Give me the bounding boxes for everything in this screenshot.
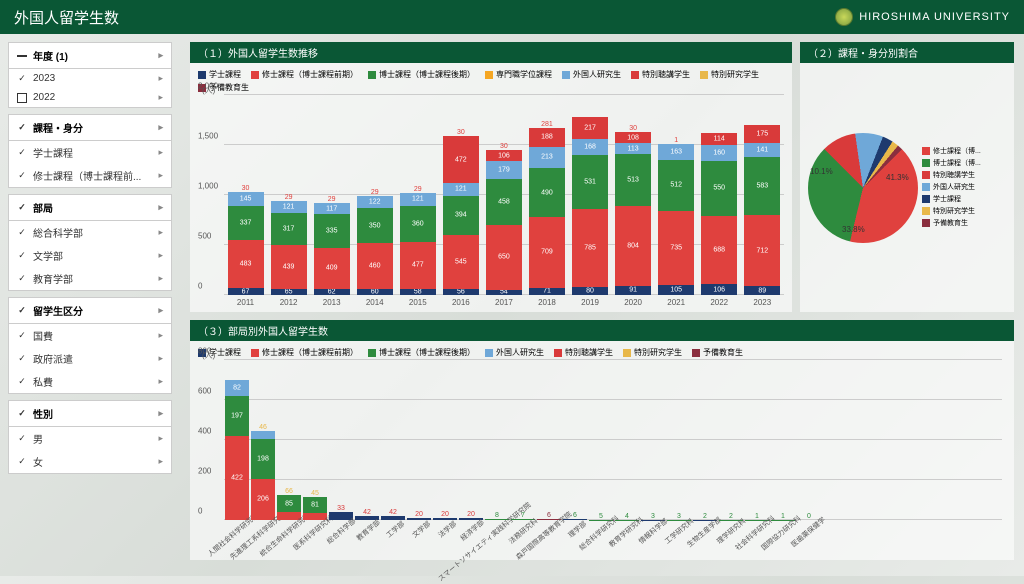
filter-item[interactable]: ✓女▸ [9, 450, 171, 473]
bar[interactable]: 42219782人間社会科学研究科 [225, 380, 249, 520]
filter-group: 年度 (1)▸✓2023▸2022▸ [8, 42, 172, 108]
filter-item[interactable]: ✓2023▸ [9, 69, 171, 88]
bar[interactable]: 20法学部 [433, 518, 457, 520]
filter-head[interactable]: ✓課程・身分▸ [9, 115, 171, 141]
bar[interactable]: 807855311682172019 [572, 117, 608, 295]
stacked-bar-chart: (人) 05001,0001,5002,00067483337145302011… [224, 95, 784, 295]
pie-legend: 修士課程（博... 博士課程（博... 特別聴講学生外国人研究生学士課程特別研究学生… [922, 146, 981, 230]
bar[interactable]: 897125831411752023 [744, 125, 780, 295]
bar[interactable]: 7法務研究科 [511, 519, 535, 520]
bar[interactable]: 6森戸国際高等教育学院 [537, 519, 561, 520]
legend-item[interactable]: 予備教育生 [692, 347, 743, 358]
bar[interactable]: 717094902131882812018 [529, 128, 565, 295]
legend-item[interactable]: 特別研究学生 [922, 206, 981, 216]
filter-group: ✓留学生区分▸✓国費▸✓政府派遣▸✓私費▸ [8, 297, 172, 394]
dept-bar-chart: (人) 020040060080042219782人間社会科学研究科206198… [224, 360, 1002, 520]
filter-item[interactable]: ✓政府派遣▸ [9, 347, 171, 370]
filter-item[interactable]: ✓文学部▸ [9, 244, 171, 267]
university-logo: HIROSHIMA UNIVERSITY [835, 8, 1010, 26]
filter-group: ✓部局▸✓総合科学部▸✓文学部▸✓教育学部▸ [8, 194, 172, 291]
filter-item[interactable]: ✓男▸ [9, 427, 171, 450]
legend-item[interactable]: 外国人研究生 [922, 182, 981, 192]
main: 年度 (1)▸✓2023▸2022▸✓課程・身分▸✓学士課程▸✓修士課程（博士課… [0, 34, 1024, 576]
bar[interactable]: 8145医系科学研究科 [303, 497, 327, 520]
filter-head[interactable]: ✓留学生区分▸ [9, 298, 171, 324]
legend-item[interactable]: 専門職学位課程 [485, 69, 552, 80]
filter-item[interactable]: ✓教育学部▸ [9, 267, 171, 290]
filter-group: ✓課程・身分▸✓学士課程▸✓修士課程（博士課程前...▸ [8, 114, 172, 188]
header: 外国人留学生数 HIROSHIMA UNIVERSITY [0, 0, 1024, 34]
bar[interactable]: 10573551216312021 [658, 144, 694, 295]
bar[interactable]: 20619846先進理工系科学研究科 [251, 431, 275, 520]
legend-item[interactable]: 修士課程（博... [922, 146, 981, 156]
bar[interactable]: 58477360121292015 [400, 193, 436, 295]
filter-head[interactable]: ✓性別▸ [9, 401, 171, 427]
filter-head[interactable]: ✓部局▸ [9, 195, 171, 221]
bar[interactable]: 42工学部 [381, 516, 405, 520]
bar[interactable]: 42教育学部 [355, 516, 379, 520]
bar[interactable]: 60460350122292014 [357, 196, 393, 295]
bar[interactable]: 8566統合生命科学研究科 [277, 495, 301, 520]
legend-item[interactable]: 学士課程 [198, 69, 241, 80]
bar[interactable]: 1066885501601142022 [701, 133, 737, 295]
panel-title: （１）外国人留学生数推移 [190, 42, 792, 63]
panel-trend: （１）外国人留学生数推移 学士課程修士課程（博士課程前期） 博士課程（博士課程後期… [190, 42, 792, 312]
bar[interactable]: 6理学部 [563, 519, 587, 520]
legend-item[interactable]: 博士課程（博士課程後期） [368, 69, 475, 80]
filter-item[interactable]: ✓総合科学部▸ [9, 221, 171, 244]
filter-item[interactable]: ✓修士課程（博士課程前...▸ [9, 164, 171, 187]
bar[interactable]: 91804513113108302020 [615, 132, 651, 295]
content: （１）外国人留学生数推移 学士課程修士課程（博士課程前期）博士課程（博士課程後期… [180, 34, 1024, 576]
page-title: 外国人留学生数 [14, 7, 119, 28]
bar[interactable]: 8スマートソサイエティ実践科学研究院 [485, 519, 509, 520]
legend-item[interactable]: 外国人研究生 [562, 69, 621, 80]
bar[interactable]: 62409335117292013 [314, 203, 350, 295]
legend-item[interactable]: 特別研究学生 [623, 347, 682, 358]
legend-item[interactable]: 学士課程 [922, 194, 981, 204]
legend-item[interactable]: 予備教育生 [922, 218, 981, 228]
legend-item[interactable]: 外国人研究生 [485, 347, 544, 358]
bar[interactable]: 67483337145302011 [228, 192, 264, 295]
sidebar: 年度 (1)▸✓2023▸2022▸✓課程・身分▸✓学士課程▸✓修士課程（博士課… [0, 34, 180, 576]
legend-item[interactable]: 特別聴講学生 [922, 170, 981, 180]
filter-item[interactable]: 2022▸ [9, 88, 171, 107]
legend-item[interactable]: 博士課程（博... [922, 158, 981, 168]
legend-item[interactable]: 特別聴講学生 [554, 347, 613, 358]
panel-title: （２）課程・身分別割合 [800, 42, 1014, 63]
bar[interactable]: 65439317121292012 [271, 201, 307, 295]
legend-item[interactable]: 修士課程（博士課程前期） [251, 69, 358, 80]
bar[interactable]: 20文学部 [407, 518, 431, 520]
filter-item[interactable]: ✓学士課程▸ [9, 141, 171, 164]
legend-item[interactable]: 修士課程（博士課程前期） [251, 347, 358, 358]
pie-chart: 41.3%33.8%10.1% [808, 133, 918, 243]
panel-dept: （３）部局別外国人留学生数 学士課程修士課程（博士課程前期）博士課程（博士課程後… [190, 320, 1014, 560]
logo-icon [835, 8, 853, 26]
filter-head[interactable]: 年度 (1)▸ [9, 43, 171, 69]
legend: 学士課程修士課程（博士課程前期）博士課程（博士課程後期）外国人研究生特別聴講学生… [198, 345, 1006, 360]
bar[interactable]: 56545394121472302016 [443, 136, 479, 295]
legend-item[interactable]: 特別聴講学生 [631, 69, 690, 80]
panel-pie: （２）課程・身分別割合 41.3%33.8%10.1% 修士課程（博... 博士課… [800, 42, 1014, 312]
bar[interactable]: 20経済学部 [459, 518, 483, 520]
panel-title: （３）部局別外国人留学生数 [190, 320, 1014, 341]
bar[interactable]: 33総合科学部 [329, 512, 353, 520]
legend-item[interactable]: 特別研究学生 [700, 69, 759, 80]
filter-item[interactable]: ✓国費▸ [9, 324, 171, 347]
filter-item[interactable]: ✓私費▸ [9, 370, 171, 393]
bar[interactable]: 54650458179106302017 [486, 150, 522, 295]
legend-item[interactable]: 博士課程（博士課程後期） [368, 347, 475, 358]
legend: 学士課程修士課程（博士課程前期） 博士課程（博士課程後期） 専門職学位課程外国人研究… [198, 67, 784, 95]
filter-group: ✓性別▸✓男▸✓女▸ [8, 400, 172, 474]
